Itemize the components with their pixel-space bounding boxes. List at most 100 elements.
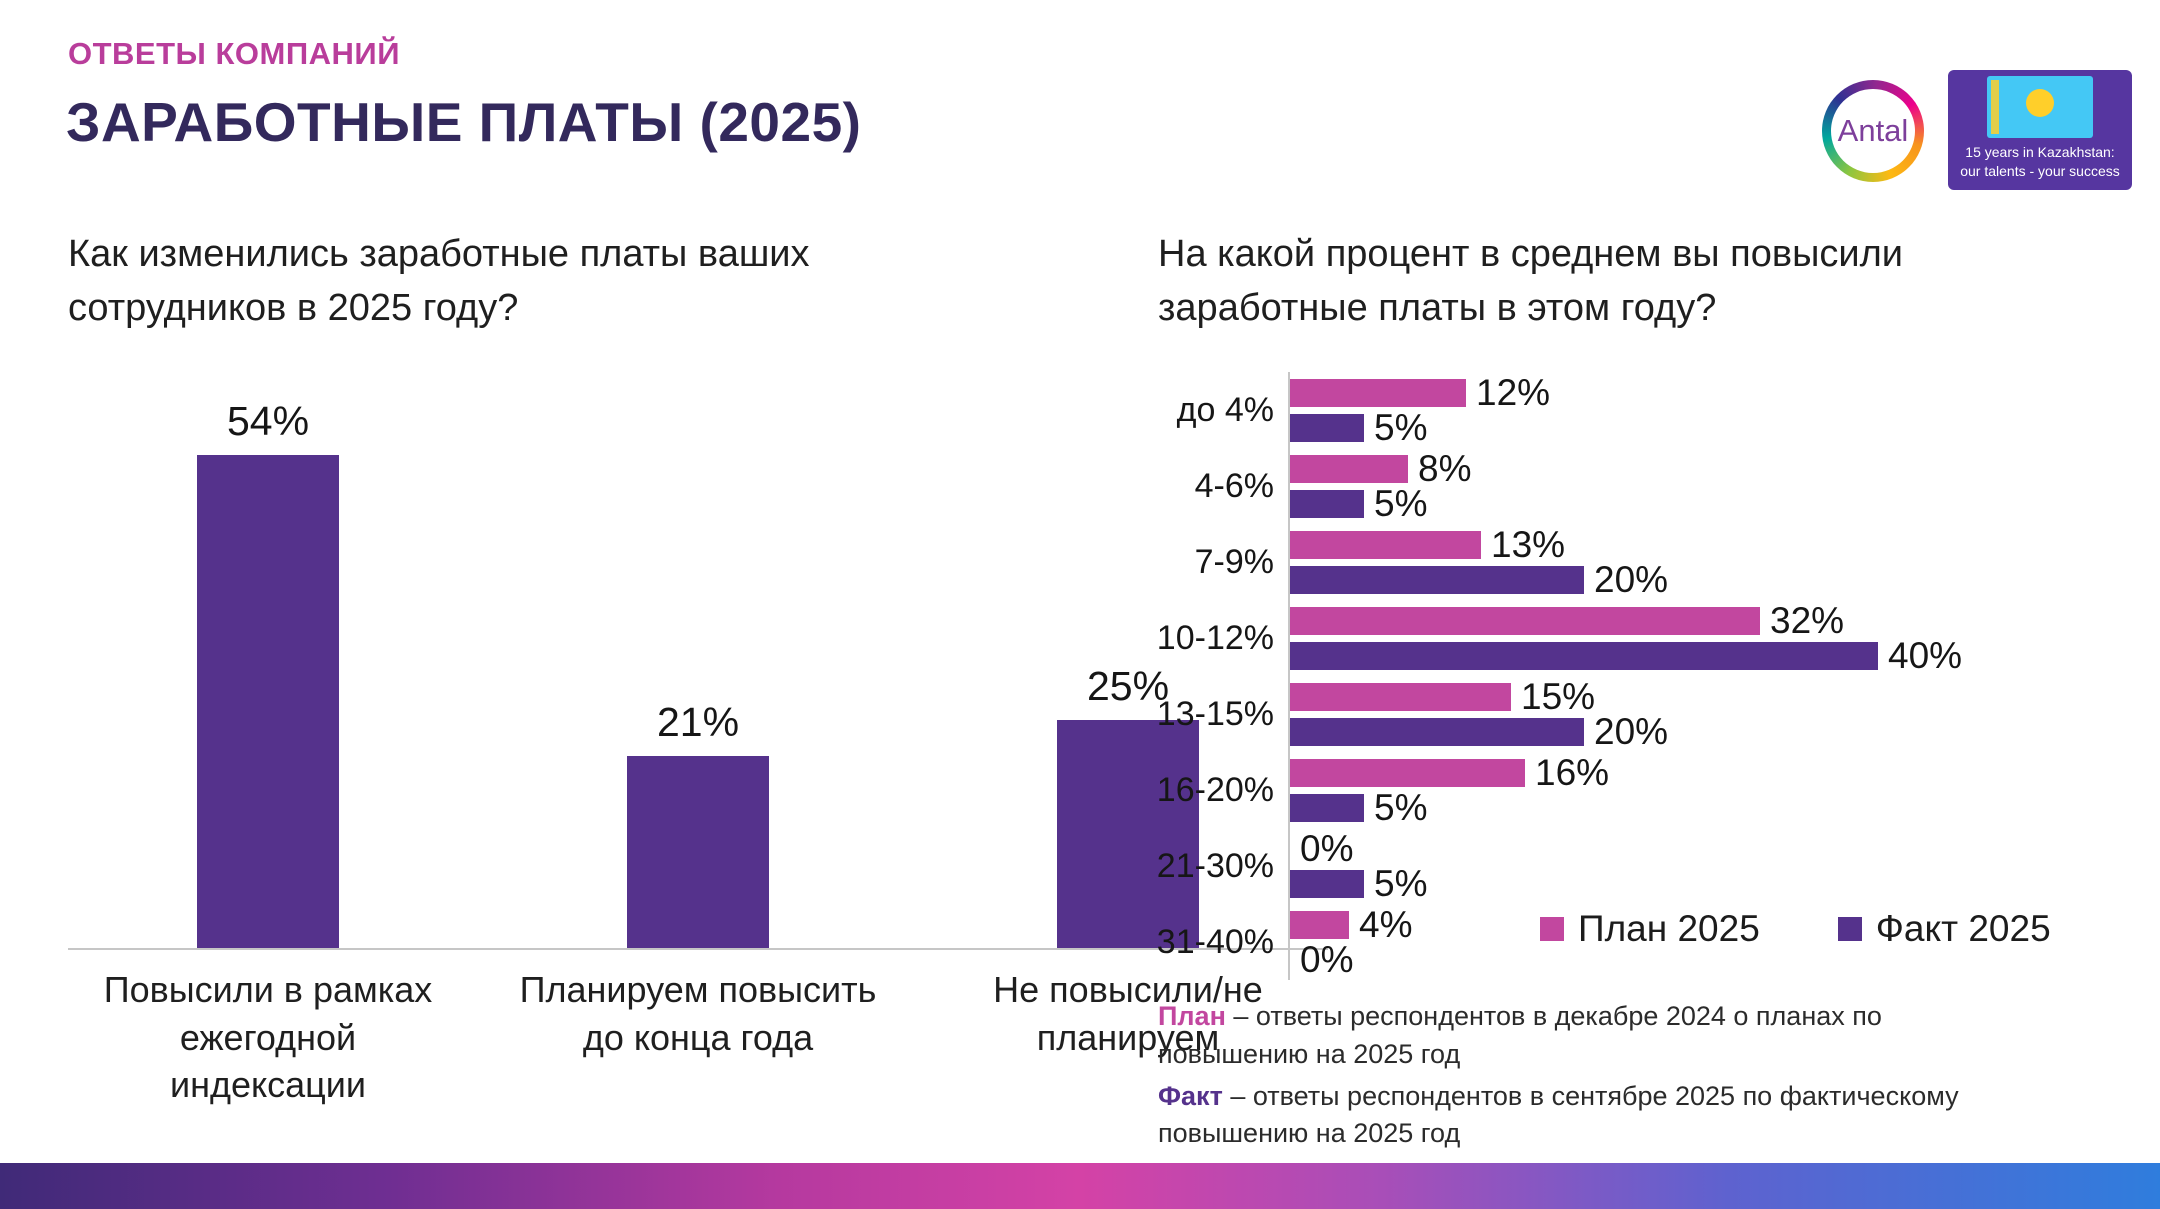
horizontal-bar-chart: до 4% 12% 5% 4-6% 8% 5% 7-9% 13% 20% 10-12% 32% 40%…: [1140, 372, 2140, 980]
bar-fact: [1290, 717, 1584, 746]
chart-row: до 4% 12% 5%: [1140, 372, 2140, 448]
chart-row: 10-12% 32% 40%: [1140, 600, 2140, 676]
chart-row: 16-20% 16% 5%: [1140, 752, 2140, 828]
antal-logo: Antal: [1822, 80, 1924, 182]
bar-value-label: 0%: [1300, 827, 1354, 869]
flag-sun-icon: [2026, 89, 2054, 117]
bar-value-label: 13%: [1491, 523, 1566, 565]
category-label: 4-6%: [1194, 466, 1274, 505]
legend-item-fact: Факт 2025: [1837, 908, 2051, 950]
bar-value-label: 16%: [1535, 751, 1610, 793]
bar-group: 32% 40%: [1288, 600, 2140, 676]
category-label: 10-12%: [1156, 618, 1274, 657]
bar-plan: [1290, 530, 1481, 559]
category-label: Планируем повысить до конца года: [519, 969, 877, 1058]
chart-row: 13-15% 15% 20%: [1140, 676, 2140, 752]
bar-fact: [1290, 565, 1584, 594]
x-axis-line: [68, 948, 1328, 950]
bar-group: 8% 5%: [1288, 448, 2140, 524]
bar-group: 13% 20%: [1288, 524, 2140, 600]
bar-group: 15% 20%: [1288, 676, 2140, 752]
bar-plan: [1290, 682, 1511, 711]
bar: [1057, 720, 1199, 948]
bar-plot-area: 54% 21% 25%: [68, 398, 1338, 948]
bar-value-label: 4%: [1359, 903, 1413, 945]
footnote-plan-term: План: [1158, 1001, 1226, 1031]
footnote-plan: План – ответы респондентов в декабре 202…: [1158, 998, 2038, 1074]
bar-fact: [1290, 413, 1364, 442]
footnote-fact: Факт – ответы респондентов в сентябре 20…: [1158, 1078, 2038, 1154]
bar-value-label: 25%: [1086, 663, 1170, 709]
legend-swatch-plan: [1540, 917, 1564, 941]
bar-value-label: 5%: [1374, 862, 1428, 904]
bar-column: 54%: [88, 398, 448, 948]
legend-label-plan: План 2025: [1578, 908, 1760, 949]
bar-value-label: 32%: [1770, 599, 1845, 641]
right-chart-question: На какой процент в среднем вы повысили з…: [1158, 233, 1904, 329]
chart-row: 21-30% 0% 5%: [1140, 828, 2140, 904]
category-label: Повысили в рамках ежегодной индексации: [103, 969, 433, 1106]
badge-line-1: 15 years in Kazakhstan:: [1965, 144, 2115, 160]
legend-swatch-fact: [1837, 917, 1862, 941]
bar-fact: [1290, 641, 1878, 670]
bar-rows: до 4% 12% 5% 4-6% 8% 5% 7-9% 13% 20% 10-12% 32% 40%…: [1140, 372, 2140, 980]
bar: [197, 455, 339, 948]
bar-value-label: 0%: [1300, 938, 1354, 980]
page-title: ЗАРАБОТНЫЕ ПЛАТЫ (2025): [66, 91, 862, 153]
bar-fact: [1290, 869, 1364, 898]
bar-value-label: 21%: [656, 699, 740, 745]
legend-label-fact: Факт 2025: [1875, 908, 2051, 949]
flag-ornament: [1991, 80, 1999, 134]
antal-logo-text: Antal: [1831, 89, 1915, 173]
bar-value-label: 20%: [1594, 558, 1669, 600]
category-label: 7-9%: [1194, 542, 1274, 581]
bar-value-label: 5%: [1374, 482, 1428, 524]
bar-value-label: 8%: [1418, 447, 1472, 489]
bar-fact: [1290, 793, 1364, 822]
footnote-fact-term: Факт: [1158, 1080, 1223, 1111]
category-label: Не повысили/не планируем: [993, 969, 1263, 1058]
category-label: 16-20%: [1156, 770, 1274, 809]
bar-group: 16% 5%: [1288, 752, 2140, 828]
bar-plan: [1290, 454, 1408, 483]
bar-value-label: 5%: [1374, 406, 1428, 448]
bottom-gradient-bar: [0, 1163, 2160, 1209]
bar-column: 21%: [518, 699, 878, 948]
bar-plan: [1290, 758, 1525, 787]
chart-row: 31-40% 4% 0%: [1140, 904, 2140, 980]
bar-value-label: 20%: [1594, 710, 1669, 752]
legend-item-plan: План 2025: [1540, 908, 1760, 950]
bar-plan: [1290, 606, 1760, 635]
vertical-bar-chart: 54% 21% 25% Повысили в рамках ежегодной ин…: [68, 398, 1338, 1109]
bar-plan: [1290, 910, 1349, 939]
kazakhstan-flag-icon: [1987, 76, 2093, 138]
kazakhstan-badge: 15 years in Kazakhstan: our talents - yo…: [1948, 70, 2132, 190]
bar-fact: [1290, 489, 1364, 518]
bar-plan: [1290, 378, 1466, 407]
bar-value-label: 54%: [226, 398, 310, 444]
chart-row: 7-9% 13% 20%: [1140, 524, 2140, 600]
footnotes: План – ответы респондентов в декабре 202…: [1158, 998, 2038, 1157]
footnote-plan-text: – ответы респондентов в декабре 2024 о п…: [1158, 1001, 1882, 1069]
chart-row: 4-6% 8% 5%: [1140, 448, 2140, 524]
bar-value-label: 5%: [1374, 786, 1428, 828]
category-label: 31-40%: [1156, 922, 1274, 961]
category-label: 21-30%: [1156, 846, 1274, 885]
bar-value-label: 15%: [1521, 675, 1596, 717]
bar-group: 12% 5%: [1288, 372, 2140, 448]
bar-value-label: 12%: [1476, 371, 1551, 413]
category-label: до 4%: [1176, 390, 1274, 429]
bar-value-label: 40%: [1888, 634, 1963, 676]
footnote-fact-text: – ответы респондентов в сентябре 2025 по…: [1158, 1080, 1959, 1149]
category-label: 13-15%: [1156, 694, 1274, 733]
left-chart-question: Как изменились заработные платы ваших со…: [68, 233, 810, 329]
category-axis: Повысили в рамках ежегодной индексации Пл…: [68, 950, 1338, 1109]
bar-group: 0% 5%: [1288, 828, 2140, 904]
bar-group: 4% 0%: [1288, 904, 2140, 980]
badge-line-2: our talents - your success: [1960, 162, 2120, 179]
badge-text: 15 years in Kazakhstan: our talents - yo…: [1960, 143, 2120, 181]
kicker: ОТВЕТЫ КОМПАНИЙ: [68, 36, 400, 71]
bar-column: 25%: [948, 663, 1308, 948]
chart-legend: План 2025 Факт 2025: [1540, 908, 2129, 950]
